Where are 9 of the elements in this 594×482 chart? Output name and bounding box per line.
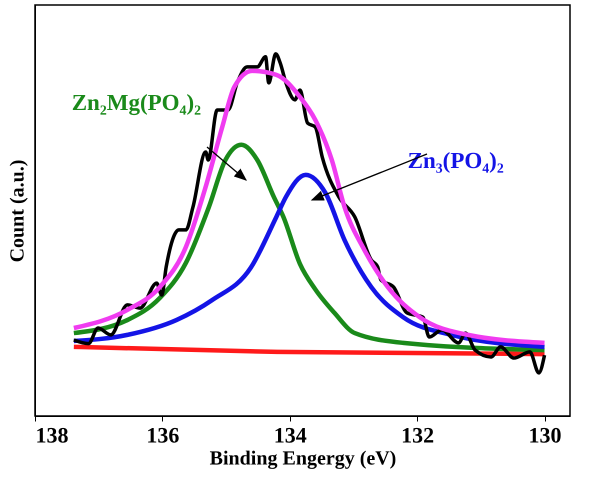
- x-tick-label: 132: [401, 422, 434, 448]
- x-tick-label: 136: [146, 422, 180, 448]
- x-tick-label: 130: [528, 422, 562, 448]
- x-tick-label: 138: [36, 422, 68, 448]
- y-axis-title: Count (a.u.): [6, 160, 28, 262]
- x-axis-title: Binding Engergy (eV): [210, 448, 396, 470]
- text: Zn₂Mg(PO₄)₂: [72, 90, 202, 116]
- x-tick-label: 134: [274, 422, 307, 448]
- text: Zn₃(PO₄)₂: [408, 148, 504, 173]
